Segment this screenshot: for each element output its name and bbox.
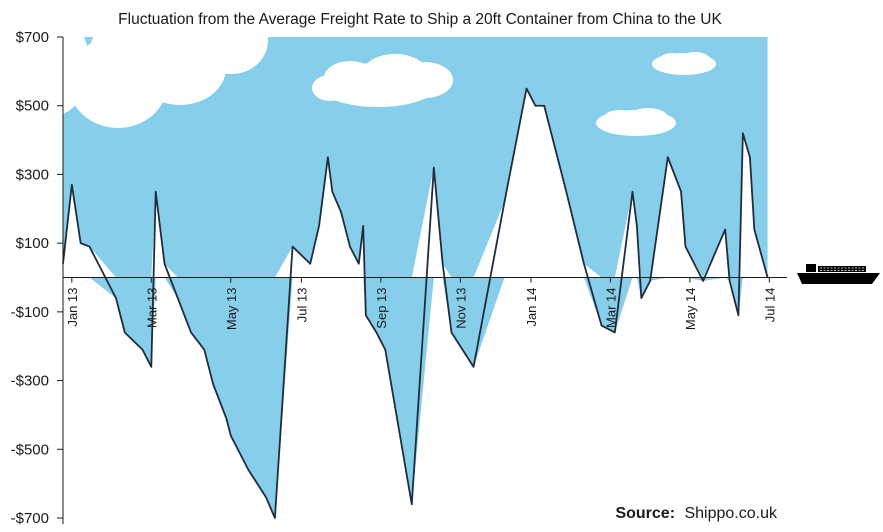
x-axis-ticks: Jan 13 Mar 13 May 13 Jul 13 Sep 13 Nov 13 Jan … <box>65 277 777 331</box>
x-tick-label: Nov 13 <box>453 288 468 329</box>
x-tick-label: Jan 13 <box>65 288 80 327</box>
cloud-decoration <box>596 108 676 136</box>
x-tick-label: Jul 14 <box>762 288 777 323</box>
container-ship-icon <box>797 264 880 284</box>
y-axis-ticks: $700 $500 $300 $100 -$100 -$300 -$500 -$700 <box>11 29 63 527</box>
x-tick-label: Sep 13 <box>374 288 389 329</box>
source-label: Source: <box>615 505 675 522</box>
sky-fill-area <box>63 37 768 278</box>
y-tick-label: -$100 <box>11 304 49 321</box>
y-tick-label: $500 <box>16 98 49 115</box>
x-tick-label: May 14 <box>683 288 698 331</box>
chart-title: Fluctuation from the Average Freight Rat… <box>118 11 722 28</box>
axis-layer <box>62 37 787 524</box>
y-tick-label: $100 <box>16 235 49 252</box>
source-value: Shippo.co.uk <box>684 505 778 522</box>
y-tick-label: $700 <box>16 29 49 46</box>
x-tick-label: May 13 <box>224 288 239 331</box>
y-tick-label: -$700 <box>11 510 49 527</box>
cloud-decoration <box>63 37 268 128</box>
y-tick-label: $300 <box>16 166 49 183</box>
x-tick-label: Mar 13 <box>144 288 159 328</box>
cloud-layer <box>63 37 716 136</box>
chart-line-layer <box>62 87 769 519</box>
chart-fill-layer <box>63 37 768 518</box>
cloud-decoration <box>652 52 716 75</box>
source-note: Source: Shippo.co.uk <box>615 505 778 522</box>
y-tick-label: -$500 <box>11 441 49 458</box>
x-tick-label: Jan 14 <box>524 288 539 327</box>
y-tick-label: -$300 <box>11 373 49 390</box>
x-tick-label: Mar 14 <box>603 288 618 328</box>
cloud-decoration <box>312 54 453 107</box>
x-tick-label: Jul 13 <box>294 288 309 323</box>
negative-fill-area <box>63 277 768 518</box>
